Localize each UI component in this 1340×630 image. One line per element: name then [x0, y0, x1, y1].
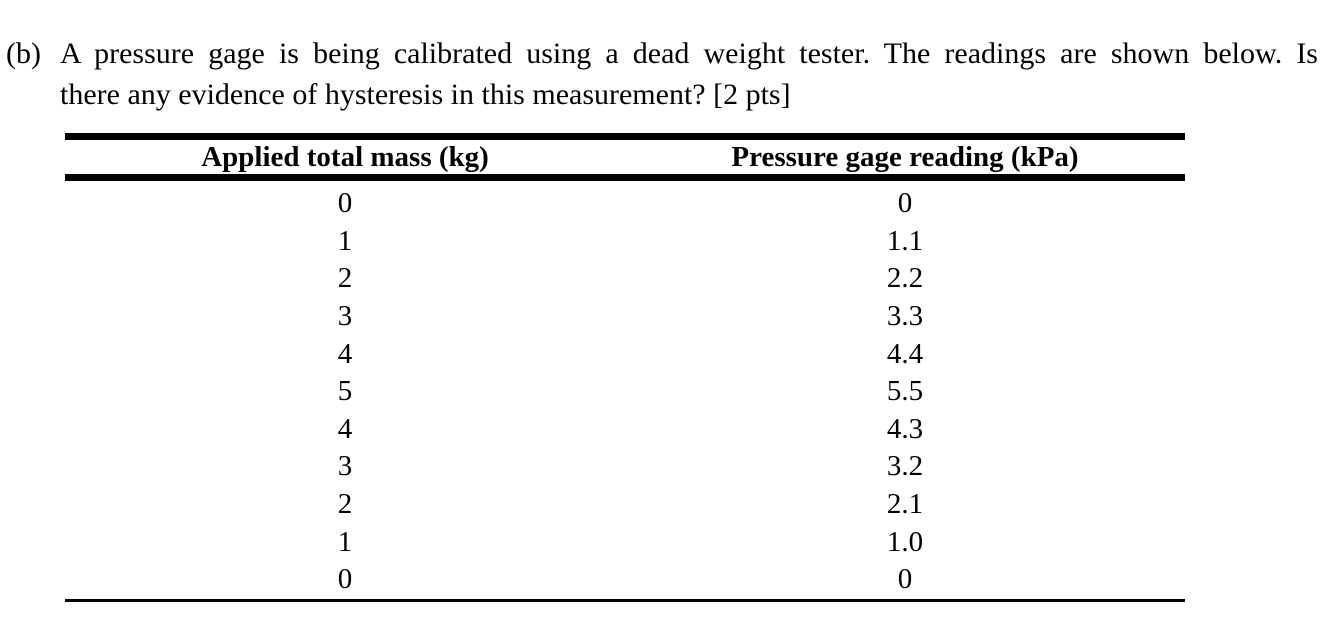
pressure-cell: 3.2	[886, 450, 924, 483]
header-row: Applied total mass (kg) Pressure gage re…	[65, 136, 1185, 181]
calibration-table: Applied total mass (kg) Pressure gage re…	[65, 133, 1185, 602]
table-row: 1 1.0	[65, 523, 1185, 561]
table-row: 2 2.2	[65, 260, 1185, 298]
table-row: 0 0	[65, 561, 1185, 600]
mass-cell: 0	[337, 187, 353, 220]
mass-cell: 2	[337, 488, 353, 521]
column-header-applied-mass: Applied total mass (kg)	[65, 136, 625, 181]
pressure-cell: 2.2	[886, 262, 924, 295]
mass-cell: 3	[337, 300, 353, 333]
pressure-cell: 0	[897, 563, 913, 596]
pressure-cell: 1.0	[886, 525, 924, 558]
table-row: 1 1.1	[65, 223, 1185, 261]
question-line-1: A pressure gage is being calibrated usin…	[60, 37, 1318, 70]
table-row: 3 3.2	[65, 448, 1185, 486]
question-paragraph: (b) A pressure gage is being calibrated …	[6, 33, 1320, 115]
table-row: 2 2.1	[65, 486, 1185, 524]
question-body: A pressure gage is being calibrated usin…	[60, 33, 1318, 115]
pressure-cell: 5.5	[886, 375, 924, 408]
mass-cell: 4	[337, 337, 353, 370]
question-line-2: there any evidence of hysteresis in this…	[60, 78, 791, 111]
pressure-cell: 4.4	[886, 337, 924, 370]
column-header-gage-reading: Pressure gage reading (kPa)	[625, 136, 1185, 181]
table-row: 3 3.3	[65, 298, 1185, 336]
table-row: 4 4.3	[65, 411, 1185, 449]
mass-cell: 1	[337, 525, 353, 558]
pressure-cell: 2.1	[886, 488, 924, 521]
pressure-cell: 0	[897, 187, 913, 220]
table-row: 4 4.4	[65, 335, 1185, 373]
table-row: 5 5.5	[65, 373, 1185, 411]
pressure-cell: 4.3	[886, 412, 924, 445]
calibration-table-header: Applied total mass (kg) Pressure gage re…	[65, 136, 1185, 181]
pressure-cell: 1.1	[886, 224, 924, 257]
mass-cell: 1	[337, 224, 353, 257]
mass-cell: 4	[337, 412, 353, 445]
mass-cell: 0	[337, 563, 353, 596]
table-row: 0 0	[65, 178, 1185, 223]
mass-cell: 2	[337, 262, 353, 295]
question-label: (b)	[6, 37, 41, 70]
mass-cell: 3	[337, 450, 353, 483]
mass-cell: 5	[337, 375, 353, 408]
calibration-table-body: 0 0 1 1.1 2 2.2 3 3.3 4 4.4 5 5.5 4 4.3 …	[65, 178, 1185, 601]
pressure-cell: 3.3	[886, 300, 924, 333]
